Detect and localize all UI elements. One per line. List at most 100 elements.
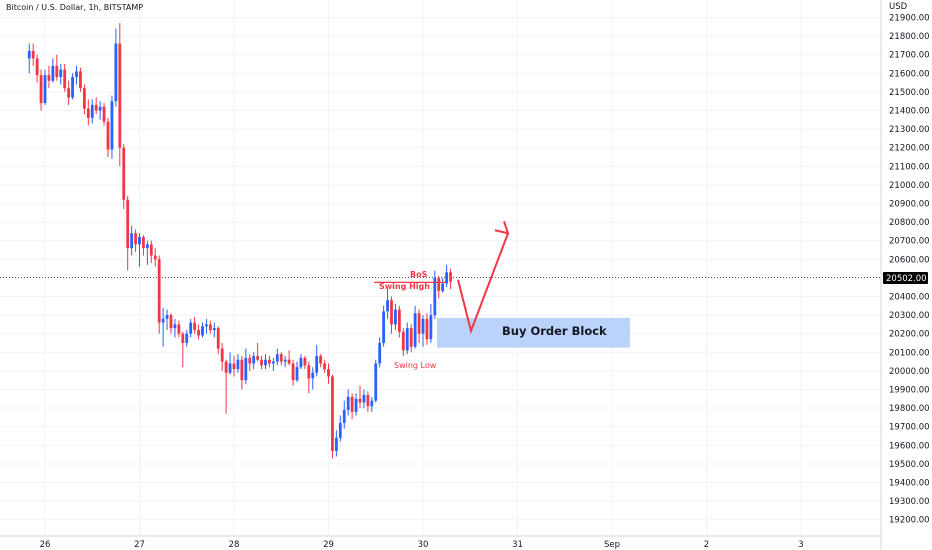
candle: [319, 354, 323, 368]
candle-body: [287, 359, 291, 364]
candle-body: [216, 328, 220, 349]
time-axis[interactable]: 26 27 28 29 30 31 Sep 2 3: [40, 540, 804, 550]
candle: [252, 352, 256, 370]
candle: [445, 264, 449, 288]
candle-body: [130, 233, 134, 249]
candle: [323, 359, 326, 373]
candle-body: [323, 363, 326, 370]
candle: [287, 350, 291, 366]
candle-body: [114, 43, 118, 102]
candle-body: [268, 359, 271, 364]
candle: [142, 235, 145, 256]
candle-body: [307, 365, 311, 379]
candle: [106, 117, 110, 157]
candle-body: [390, 300, 393, 325]
candle-body: [157, 259, 161, 323]
candle: [161, 307, 165, 347]
candle: [307, 361, 311, 394]
time-tick-label: 31: [512, 540, 523, 550]
price-tick-label: 21900.00: [889, 14, 930, 24]
candle-body: [394, 309, 397, 325]
candle: [27, 43, 31, 74]
candle-body: [248, 357, 252, 364]
price-tick-label: 19900.00: [889, 386, 930, 396]
price-tick-label: 21000.00: [889, 181, 930, 191]
candle: [71, 73, 74, 100]
candle: [63, 64, 67, 92]
price-tick-label: 21400.00: [889, 107, 930, 117]
candle: [397, 305, 401, 338]
candle: [394, 303, 397, 330]
arrow-head-icon: [494, 220, 510, 235]
candle: [268, 356, 271, 368]
candle: [331, 374, 334, 459]
candle: [342, 400, 346, 429]
time-tick-label: Sep: [604, 540, 620, 550]
candle-body: [212, 328, 216, 330]
bos-label: BoS: [410, 270, 428, 279]
candle-body: [256, 356, 260, 360]
candle: [185, 329, 189, 347]
candle: [59, 64, 63, 85]
candle: [358, 385, 362, 409]
candle-body: [122, 147, 126, 200]
candle: [327, 363, 330, 384]
candle: [295, 361, 299, 383]
candle: [224, 359, 228, 414]
candle: [386, 289, 389, 319]
candle-body: [315, 356, 319, 373]
candle: [283, 356, 287, 368]
candle: [98, 101, 102, 120]
candle: [437, 276, 441, 299]
candle: [334, 430, 338, 457]
candle-body: [417, 313, 421, 334]
candle: [126, 196, 130, 271]
candle-body: [177, 324, 181, 334]
candle-body: [185, 333, 189, 343]
candle: [382, 305, 386, 347]
candle-body: [449, 272, 452, 282]
candle: [264, 354, 267, 370]
candle: [338, 415, 342, 442]
candle-body: [354, 398, 358, 412]
candle: [271, 357, 275, 371]
price-tick-label: 20000.00: [889, 367, 930, 377]
candle-body: [291, 363, 295, 381]
candle-body: [441, 283, 445, 291]
price-axis-unit: USD: [889, 2, 908, 12]
candle-body: [51, 65, 55, 81]
candle-body: [102, 106, 106, 122]
candle-body: [142, 236, 145, 249]
candle-body: [358, 398, 362, 403]
candle-body: [397, 309, 401, 332]
candle-body: [224, 361, 228, 373]
candle: [303, 356, 307, 370]
candle: [378, 337, 382, 368]
candle: [279, 352, 283, 366]
candle: [441, 277, 445, 293]
candle-body: [331, 376, 334, 451]
candle-body: [201, 326, 204, 336]
candle: [401, 328, 405, 357]
candle: [232, 356, 236, 377]
candle-body: [334, 437, 338, 451]
candle-body: [386, 300, 389, 312]
candle-body: [181, 333, 185, 343]
candle: [177, 320, 181, 338]
candle: [35, 54, 39, 83]
candle: [86, 99, 90, 126]
candle-body: [134, 233, 137, 245]
chart-title: Bitcoin / U.S. Dollar, 1h, BITSTAMP: [6, 3, 144, 12]
swing-low-label: Swing Low: [394, 361, 437, 370]
candle-body: [208, 324, 212, 330]
candle: [346, 389, 350, 416]
price-axis[interactable]: 21900.00 21800.00 21700.00 21600.00 21500.00…: [889, 14, 930, 526]
candle: [248, 354, 252, 371]
candle: [43, 69, 47, 105]
price-tick-label: 19500.00: [889, 460, 930, 470]
candle-body: [374, 363, 378, 401]
candle: [82, 84, 86, 115]
candles: [27, 23, 452, 459]
